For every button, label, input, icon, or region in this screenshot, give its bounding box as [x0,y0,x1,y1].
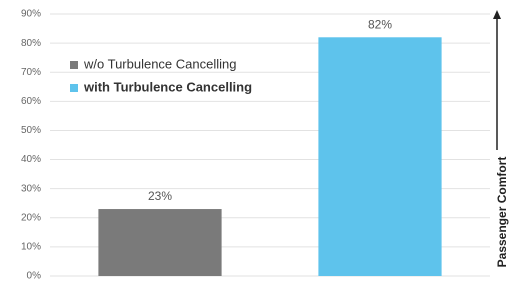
y-tick-label: 20% [21,212,41,223]
legend-label: w/o Turbulence Cancelling [83,56,236,71]
y-tick-label: 90% [21,9,41,20]
y-tick-label: 60% [21,96,41,107]
y-tick-label: 10% [21,242,41,253]
y-tick-label: 50% [21,125,41,136]
y-axis-label: Passenger Comfort [495,157,509,268]
value-label: 23% [148,189,172,203]
legend-swatch [70,84,78,92]
legend-label: with Turbulence Cancelling [83,79,252,94]
y-tick-label: 40% [21,154,41,165]
page: Passenger Comfort 0% 10% 20% 30% 40% 50% 60% 70… [0,0,515,281]
bar [318,37,441,276]
y-tick-label: 30% [21,183,41,194]
value-label: 82% [368,17,392,31]
legend-swatch [70,61,78,69]
y-tick-label: 70% [21,67,41,78]
chart: Passenger Comfort 0% 10% 20% 30% 40% 50% 60% 70… [0,0,515,281]
axis-arrow-head [493,10,501,19]
bar [98,209,221,276]
y-tick-label: 80% [21,38,41,49]
y-tick-label: 0% [27,271,42,281]
